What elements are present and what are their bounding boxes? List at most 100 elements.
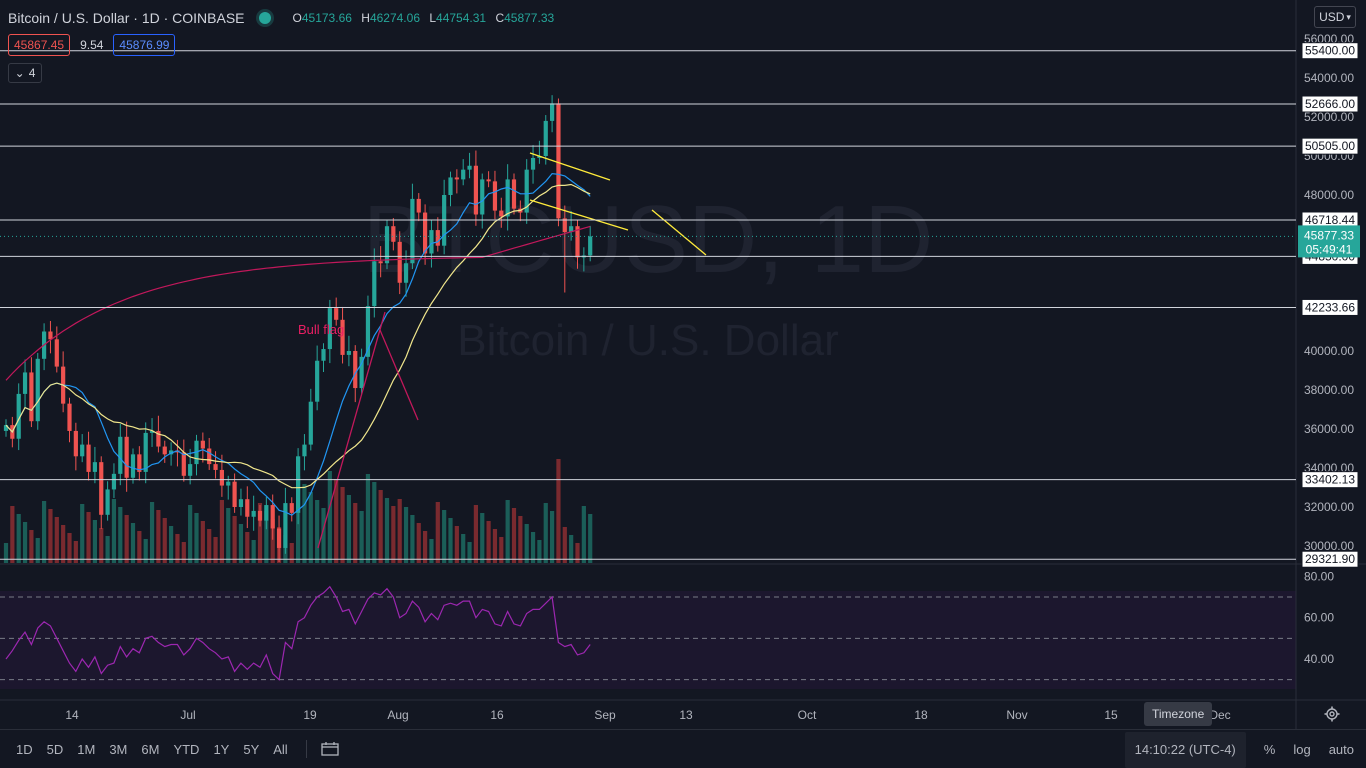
candle-body <box>156 430 161 447</box>
timeframe-5y[interactable]: 5Y <box>243 741 260 757</box>
symbol-legend[interactable]: Bitcoin / U.S. Dollar · 1D · COINBASE O4… <box>8 8 560 28</box>
volume-bar <box>302 484 307 563</box>
buy-price-button[interactable]: 45876.99 <box>113 34 176 56</box>
timeframe-3m[interactable]: 3M <box>109 741 128 757</box>
candle-body <box>315 360 320 402</box>
candle-body <box>149 430 155 433</box>
price-tick: 30000.00 <box>1304 539 1354 553</box>
currency-select[interactable]: USD ▾ <box>1314 6 1356 28</box>
volume-bar <box>226 508 231 563</box>
date-range-icon[interactable] <box>321 742 339 756</box>
price-level-label: 50505.00 <box>1301 137 1359 155</box>
volume-bar <box>188 505 193 563</box>
volume-bar <box>505 500 510 563</box>
auto-scale-toggle[interactable]: auto <box>1328 742 1354 757</box>
time-axis-label: Aug <box>387 708 408 722</box>
timeframe-ytd[interactable]: YTD <box>173 741 200 757</box>
volume-bar <box>16 514 21 563</box>
price-tick: 48000.00 <box>1304 188 1354 202</box>
candle-body <box>302 444 307 457</box>
low-label: L <box>429 11 437 25</box>
trendline <box>651 209 707 256</box>
candle-body <box>124 436 129 478</box>
price-tick: 32000.00 <box>1304 500 1354 514</box>
volume-bar <box>251 540 256 563</box>
volume-bar <box>391 506 396 563</box>
candle-body <box>188 464 193 476</box>
candle-body <box>86 444 91 472</box>
volume-bar <box>480 513 485 563</box>
volume-bar <box>42 501 47 563</box>
candle-body <box>429 230 434 254</box>
log-scale-toggle[interactable]: log <box>1293 742 1311 757</box>
candle-body <box>99 462 104 515</box>
volume-bar <box>416 523 421 563</box>
volume-bar <box>35 538 40 563</box>
quote-panel: 45867.45 9.54 45876.99 <box>8 34 176 56</box>
candle-body <box>530 157 536 170</box>
candle-body <box>118 436 123 474</box>
volume-bar <box>365 474 371 563</box>
indicators-toggle[interactable]: ⌄ 4 <box>8 63 42 83</box>
indicators-count: 4 <box>28 66 36 80</box>
volume-bar <box>556 459 561 563</box>
sell-price-button[interactable]: 45867.45 <box>8 34 71 56</box>
volume-bar <box>156 510 161 563</box>
volume-bar <box>289 543 294 563</box>
timeframe-5d[interactable]: 5D <box>46 741 64 757</box>
current-price-text: 45877.33 <box>1304 228 1354 242</box>
volume-bar <box>575 543 580 563</box>
price-tick: 36000.00 <box>1304 422 1354 436</box>
candle-body <box>29 372 34 422</box>
volume-bar <box>48 509 53 563</box>
volume-bar <box>169 526 174 563</box>
volume-bar <box>29 530 34 563</box>
trendline <box>379 329 419 421</box>
high-value: 46274.06 <box>369 11 420 25</box>
price-tick: 40000.00 <box>1304 344 1354 358</box>
candle-body <box>257 510 263 521</box>
candlesticks <box>3 95 593 562</box>
volume-bar <box>378 490 383 563</box>
timeframe-1d[interactable]: 1D <box>16 741 33 757</box>
timeframe-1m[interactable]: 1M <box>77 741 96 757</box>
timeframe-all[interactable]: All <box>273 741 288 757</box>
volume-bar <box>118 507 123 563</box>
time-axis-label: 18 <box>914 708 928 722</box>
timeframe-1y[interactable]: 1Y <box>213 741 230 757</box>
candle-body <box>537 156 542 158</box>
candle-body <box>454 177 459 180</box>
volume-bar <box>334 479 339 563</box>
candle-body <box>550 103 555 121</box>
chevron-down-icon: ▾ <box>1346 11 1351 22</box>
ohlc-values: O45173.66 H46274.06 L44754.31 C45877.33 <box>293 11 561 25</box>
open-value: 45173.66 <box>301 11 352 25</box>
timezone-clock-button[interactable]: 14:10:22 (UTC-4) <box>1124 731 1246 768</box>
timeframe-6m[interactable]: 6M <box>141 741 160 757</box>
price-level-label: 33402.13 <box>1301 471 1359 489</box>
candle-body <box>105 489 110 515</box>
volume-bar <box>245 532 250 563</box>
volume-bar <box>346 495 351 563</box>
volume-bar <box>257 503 263 563</box>
gear-icon[interactable] <box>1324 706 1340 722</box>
candle-body <box>22 372 28 394</box>
volume-bar <box>111 499 117 563</box>
candle-body <box>200 440 205 449</box>
volume-bar <box>359 511 364 563</box>
time-axis-label: 13 <box>679 708 693 722</box>
percent-scale-toggle[interactable]: % <box>1263 742 1276 757</box>
volume-bar <box>175 534 180 563</box>
bar-countdown-text: 05:49:41 <box>1306 242 1353 256</box>
symbol-title[interactable]: Bitcoin / U.S. Dollar · 1D · COINBASE <box>8 10 245 26</box>
volume-bar <box>384 498 390 563</box>
volume-bar <box>511 508 517 563</box>
candle-body <box>384 226 390 264</box>
spread-value: 9.54 <box>80 38 104 52</box>
candle-body <box>480 179 485 215</box>
market-status-dot <box>258 12 271 24</box>
bottom-toolbar: 1D 5D 1M 3M 6M YTD 1Y 5Y All 14:10:22 (U… <box>0 729 1366 768</box>
volume-bar <box>308 492 313 563</box>
candle-body <box>473 165 478 215</box>
